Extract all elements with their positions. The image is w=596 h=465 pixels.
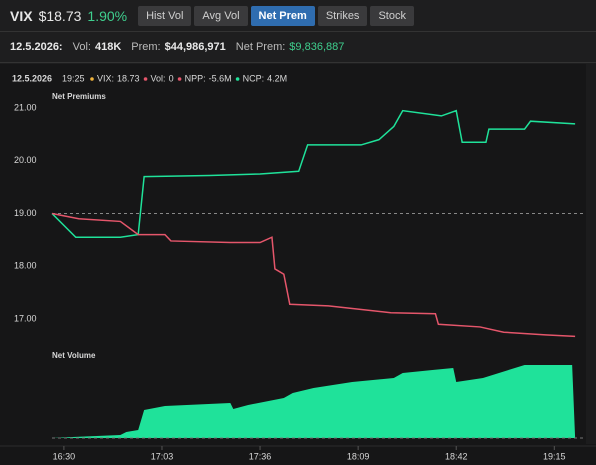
legend-dot [143, 77, 148, 81]
value: $44,986,971 [164, 41, 226, 53]
pane-label: Net Premiums [52, 92, 106, 101]
x-tick-label: 19:15 [543, 451, 566, 461]
legend-time: 19:25 [62, 73, 85, 83]
y-tick-label: 21.00 [14, 102, 37, 112]
legend-value: 18.73 [117, 73, 140, 83]
x-tick-label: 18:09 [347, 451, 370, 461]
tab[interactable]: Net Prem [250, 5, 315, 26]
legend-date: 12.5.2026 [12, 73, 52, 83]
legend-label: Vol: [151, 73, 166, 83]
legend-label: NPP: [185, 73, 206, 83]
label: Vol: [72, 41, 91, 53]
top-bar: VIX $18.73 1.90% Hist Vol Avg Vol Net Prem… [0, 0, 596, 32]
tab[interactable]: Stock [370, 5, 414, 26]
label: Prem: [131, 41, 161, 53]
legend-label: VIX: [97, 73, 114, 83]
pane-label: Net Volume [52, 351, 96, 360]
tab[interactable]: Avg Vol [194, 5, 248, 26]
price-scale [586, 64, 596, 444]
legend-dot [177, 77, 182, 81]
x-tick-label: 17:36 [249, 451, 272, 461]
legend-value: -5.6M [209, 73, 232, 83]
tabs: Hist Vol Avg Vol Net Prem Strikes Stock [135, 5, 414, 26]
y-tick-label: 20.00 [14, 155, 37, 165]
summary-date: 12.5.2026: [10, 41, 63, 53]
legend-value: 4.2M [267, 73, 287, 83]
tab[interactable]: Hist Vol [138, 5, 192, 26]
value: 418K [94, 41, 122, 53]
tab[interactable]: Strikes [317, 5, 368, 26]
x-tick-label: 16:30 [53, 451, 76, 461]
volume-area [52, 365, 576, 438]
y-tick-label: 17.00 [14, 313, 37, 323]
legend-label: NCP: [243, 73, 265, 83]
series-line [51, 212, 576, 338]
legend-dot [235, 77, 240, 81]
change: 1.90% [87, 7, 128, 24]
value: $9,836,887 [289, 41, 345, 53]
y-tick-label: 18.00 [14, 261, 37, 271]
x-tick-label: 17:03 [151, 451, 174, 461]
symbol: VIX [10, 7, 33, 24]
y-tick-label: 19.00 [14, 208, 37, 218]
legend-value: 0 [169, 73, 174, 83]
legend-dot [90, 77, 94, 81]
summary-bar: 12.5.2026: Vol: 418K Prem: $44,986,971 N… [0, 32, 596, 63]
label: Net Prem: [235, 41, 286, 53]
series-line [51, 109, 576, 239]
x-tick-label: 18:42 [445, 451, 468, 461]
price: $18.73 [38, 7, 82, 24]
